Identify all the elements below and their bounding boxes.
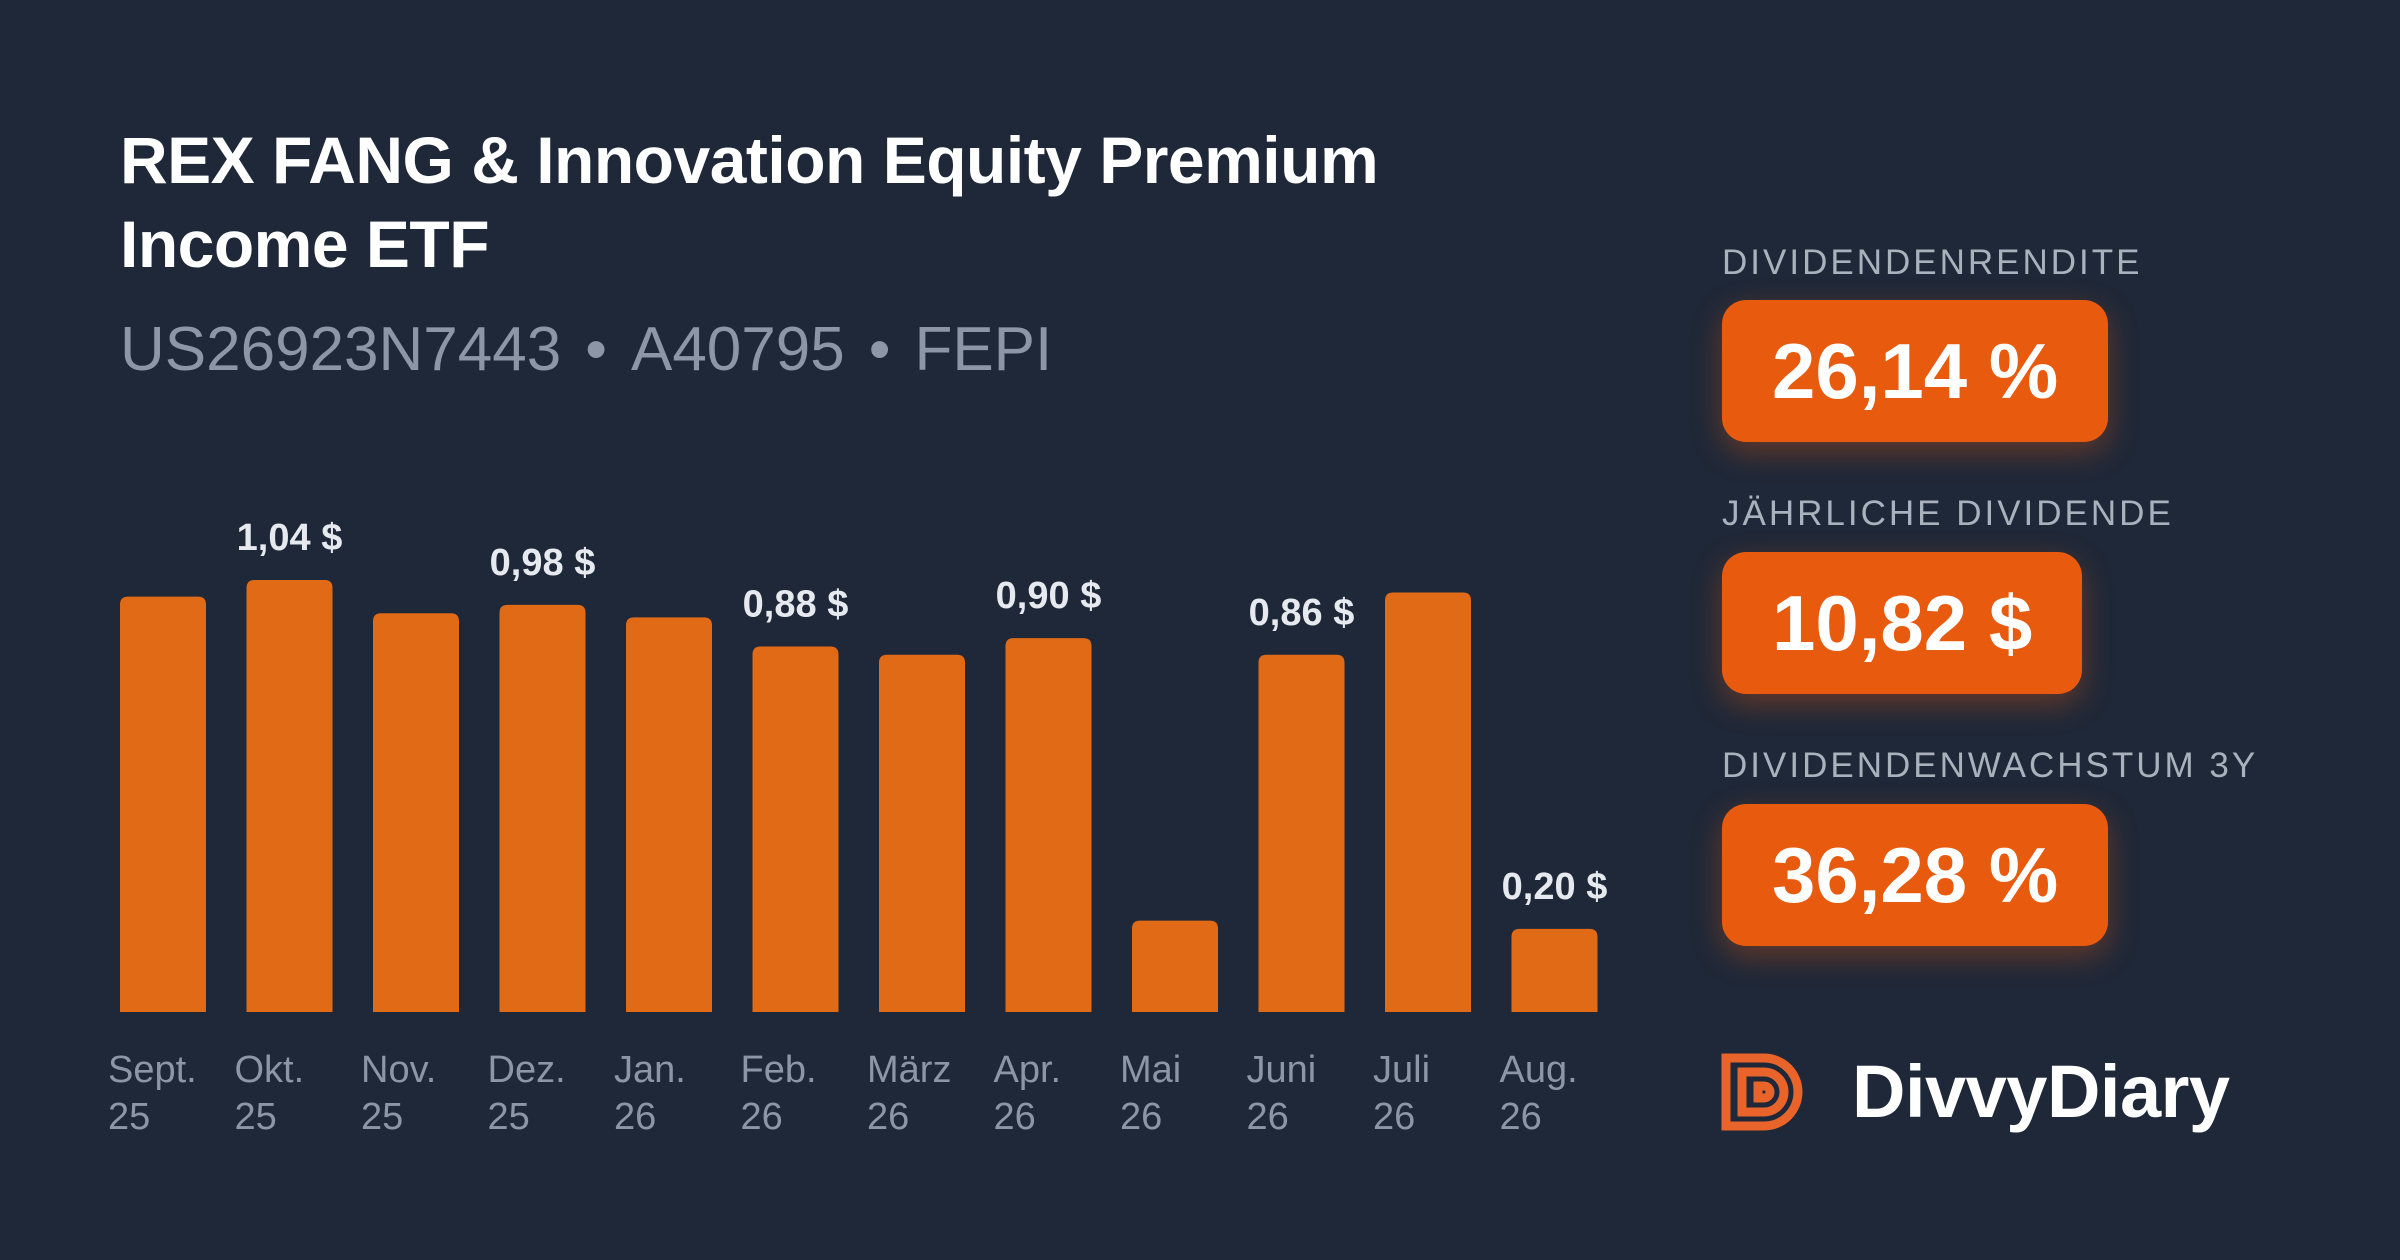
x-tick-month: Juni bbox=[1247, 1049, 1317, 1091]
metric-value-dividend-yield: 26,14 % bbox=[1722, 300, 2109, 442]
brand-name: DivvyDiary bbox=[1852, 1050, 2230, 1133]
isin: US26923N7443 bbox=[120, 315, 562, 384]
x-tick-year: 25 bbox=[488, 1096, 530, 1138]
bar-juli bbox=[1385, 592, 1471, 1012]
bar-value-label: 1,04 $ bbox=[237, 517, 343, 559]
x-tick-month: Apr. bbox=[994, 1049, 1062, 1091]
x-tick-month: Okt. bbox=[235, 1049, 305, 1091]
metric-label-dividend-growth: DIVIDENDENWACHSTUM 3Y bbox=[1722, 746, 2259, 785]
x-tick-year: 26 bbox=[1500, 1096, 1542, 1138]
bar-okt bbox=[246, 580, 333, 1012]
page-title: REX FANG & Innovation Equity Premium Inc… bbox=[120, 123, 1379, 281]
x-tick-year: 26 bbox=[1247, 1096, 1289, 1138]
x-tick-year: 25 bbox=[361, 1096, 403, 1138]
bar-feb bbox=[752, 646, 839, 1012]
bar-apr bbox=[1005, 638, 1092, 1012]
bar-märz bbox=[879, 654, 965, 1012]
ticker: FEPI bbox=[914, 315, 1053, 384]
dividend-bar-chart: Sept. 25 1,04 $ Okt. 25 Nov. 25 0,98 $ Dez. 25 Jan… bbox=[108, 517, 1608, 1138]
x-tick-month: Feb. bbox=[741, 1049, 817, 1091]
metric-value-annual-dividend: 10,82 $ bbox=[1722, 552, 2083, 694]
x-tick-month: März bbox=[867, 1049, 951, 1091]
x-tick-year: 25 bbox=[235, 1096, 277, 1138]
separator-dot: • bbox=[868, 315, 891, 384]
bar-value-label: 0,86 $ bbox=[1249, 592, 1355, 634]
x-tick-month: Aug. bbox=[1500, 1049, 1578, 1091]
x-tick-year: 25 bbox=[108, 1096, 150, 1138]
x-tick-year: 26 bbox=[614, 1096, 656, 1138]
bar-value-label: 0,90 $ bbox=[996, 575, 1102, 617]
bar-value-label: 0,98 $ bbox=[490, 542, 596, 584]
identifiers: US26923N7443 • A40795 • FEPI bbox=[120, 312, 1052, 388]
metric-value-dividend-growth: 36,28 % bbox=[1722, 804, 2109, 946]
x-tick-month: Dez. bbox=[488, 1049, 566, 1091]
metric-label-annual-dividend: JÄHRLICHE DIVIDENDE bbox=[1722, 494, 2174, 533]
bar-value-label: 0,88 $ bbox=[743, 583, 849, 625]
bar-aug bbox=[1511, 928, 1598, 1012]
divvydiary-logo-icon bbox=[1721, 1053, 1803, 1131]
x-tick-month: Mai bbox=[1120, 1049, 1181, 1091]
separator-dot: • bbox=[585, 315, 607, 384]
bar-dez bbox=[499, 604, 586, 1012]
x-tick-month: Nov. bbox=[361, 1049, 436, 1091]
x-tick-month: Jan. bbox=[614, 1049, 686, 1091]
x-tick-year: 26 bbox=[1373, 1096, 1415, 1138]
bar-jan bbox=[626, 617, 712, 1012]
bar-juni bbox=[1258, 654, 1345, 1012]
metric-label-dividend-yield: DIVIDENDENRENDITE bbox=[1722, 243, 2143, 282]
wkn: A40795 bbox=[630, 315, 845, 384]
x-tick-month: Juli bbox=[1373, 1049, 1430, 1091]
x-tick-month: Sept. bbox=[108, 1049, 197, 1091]
brand: DivvyDiary bbox=[1720, 1052, 2230, 1132]
x-tick-year: 26 bbox=[994, 1096, 1036, 1138]
x-tick-year: 26 bbox=[1120, 1096, 1162, 1138]
x-tick-year: 26 bbox=[741, 1096, 783, 1138]
bar-nov bbox=[373, 613, 459, 1012]
bar-mai bbox=[1132, 920, 1218, 1012]
bar-value-label: 0,20 $ bbox=[1502, 866, 1608, 908]
bar-sept bbox=[120, 596, 206, 1012]
x-tick-year: 26 bbox=[867, 1096, 909, 1138]
